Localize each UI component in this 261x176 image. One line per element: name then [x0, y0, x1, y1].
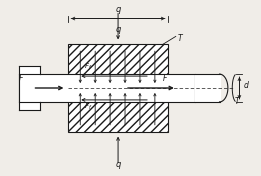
Bar [19, 74, 195, 102]
Text: T: T [234, 97, 239, 106]
Text: $q$: $q$ [115, 5, 122, 16]
Bar [68, 44, 168, 86]
Bar [195, 74, 221, 102]
Bar [19, 66, 40, 110]
Text: $d$: $d$ [244, 78, 250, 90]
Text: $F_f$: $F_f$ [84, 102, 93, 112]
Text: $q$: $q$ [115, 24, 122, 36]
Text: $F_f$: $F_f$ [84, 62, 93, 72]
Text: F: F [19, 74, 23, 83]
Text: $q$: $q$ [115, 160, 122, 171]
Bar [68, 90, 168, 132]
Text: T: T [178, 34, 182, 43]
Text: F: F [163, 74, 167, 83]
